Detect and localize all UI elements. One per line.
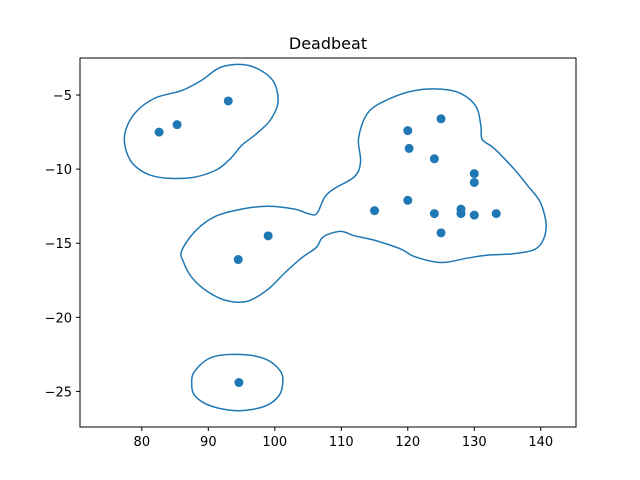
y-tick-label: −25	[45, 385, 72, 400]
contour-layer	[123, 63, 547, 412]
scatter-point	[469, 210, 479, 220]
x-tick-label: 100	[262, 435, 287, 450]
y-tick-label: −5	[53, 89, 72, 104]
scatter-point	[469, 177, 479, 187]
scatter-point	[172, 120, 182, 130]
scatter-point	[404, 143, 414, 153]
x-tick-label: 120	[395, 435, 420, 450]
chart-title: Deadbeat	[289, 34, 367, 53]
x-tick-label: 140	[528, 435, 553, 450]
scatter-point	[223, 96, 233, 106]
scatter-point	[436, 228, 446, 238]
point-layer	[154, 96, 501, 388]
scatter-point	[403, 126, 413, 136]
scatter-point	[436, 114, 446, 124]
y-tick-label: −15	[45, 237, 72, 252]
x-tick-label: 130	[462, 435, 487, 450]
x-tick-label: 110	[329, 435, 354, 450]
scatter-point	[429, 154, 439, 164]
scatter-point	[469, 169, 479, 179]
scatter-point	[234, 378, 244, 388]
axis-layer: 80 90 100 110 120 130 140 −5 −10 −15 −20 −25	[45, 89, 554, 450]
scatter-point	[263, 231, 273, 241]
scatter-point	[233, 255, 243, 265]
scatter-point	[456, 209, 466, 219]
scatter-point	[403, 195, 413, 205]
scatter-point	[491, 209, 501, 219]
scatter-point	[154, 127, 164, 137]
contour-line-2	[180, 88, 547, 304]
x-tick-label: 90	[200, 435, 217, 450]
scatter-point	[370, 206, 380, 216]
y-tick-label: −10	[45, 163, 72, 178]
x-tick-label: 80	[134, 435, 151, 450]
plot-frame	[79, 57, 577, 428]
contour-line-1	[123, 63, 279, 180]
y-tick-label: −20	[45, 311, 72, 326]
contour-line-3	[190, 353, 284, 412]
scatter-point	[429, 209, 439, 219]
